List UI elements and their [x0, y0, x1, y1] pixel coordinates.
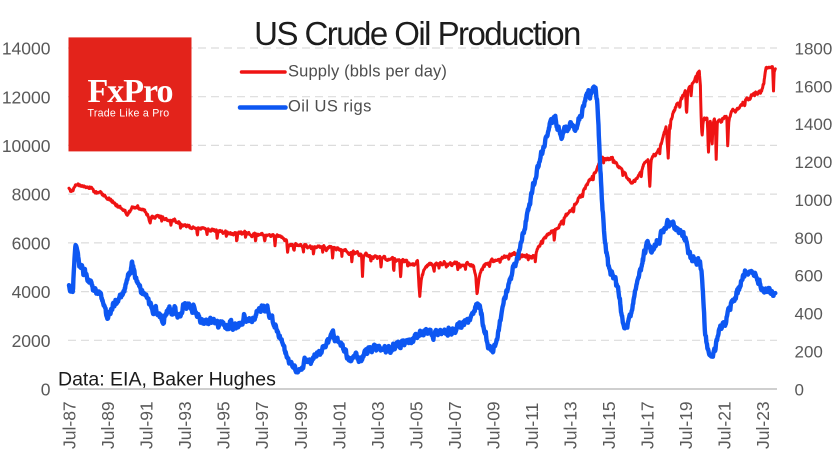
svg-text:Jul-11: Jul-11 — [522, 403, 542, 449]
svg-text:US Crude Oil Production: US Crude Oil Production — [254, 15, 580, 52]
svg-text:200: 200 — [795, 343, 823, 362]
svg-text:Jul-93: Jul-93 — [175, 401, 195, 449]
svg-text:Data: EIA, Baker Hughes: Data: EIA, Baker Hughes — [58, 369, 276, 391]
svg-text:2000: 2000 — [12, 331, 51, 351]
svg-text:10000: 10000 — [2, 136, 51, 156]
svg-text:Jul-17: Jul-17 — [638, 401, 658, 449]
svg-text:Jul-19: Jul-19 — [676, 401, 696, 449]
svg-text:Jul-15: Jul-15 — [599, 401, 619, 449]
svg-text:1200: 1200 — [795, 153, 833, 172]
svg-text:1000: 1000 — [795, 191, 833, 210]
svg-text:1400: 1400 — [795, 115, 833, 134]
svg-text:Jul-01: Jul-01 — [329, 401, 349, 449]
svg-text:FxPro: FxPro — [87, 73, 172, 110]
svg-text:Jul-07: Jul-07 — [445, 401, 465, 449]
svg-text:6000: 6000 — [12, 234, 51, 254]
svg-text:Jul-99: Jul-99 — [291, 401, 311, 449]
svg-text:Jul-89: Jul-89 — [98, 401, 118, 449]
svg-text:14000: 14000 — [2, 39, 51, 59]
svg-text:Supply (bbls per day): Supply (bbls per day) — [288, 63, 447, 81]
svg-text:0: 0 — [795, 380, 804, 399]
svg-text:Jul-97: Jul-97 — [252, 401, 272, 449]
svg-text:800: 800 — [795, 229, 823, 248]
svg-text:Jul-87: Jul-87 — [60, 401, 80, 449]
svg-text:Jul-21: Jul-21 — [715, 401, 735, 449]
svg-text:1600: 1600 — [795, 77, 833, 96]
svg-text:1800: 1800 — [795, 39, 833, 58]
svg-text:Jul-95: Jul-95 — [214, 401, 234, 449]
svg-text:Jul-03: Jul-03 — [368, 401, 388, 449]
svg-text:Jul-91: Jul-91 — [137, 401, 157, 449]
svg-text:600: 600 — [795, 267, 823, 286]
svg-text:Jul-23: Jul-23 — [753, 401, 773, 449]
svg-text:0: 0 — [41, 380, 51, 400]
svg-text:Trade Like a Pro: Trade Like a Pro — [88, 108, 170, 120]
svg-text:400: 400 — [795, 305, 823, 324]
svg-text:Oil US rigs: Oil US rigs — [288, 98, 372, 116]
svg-text:Jul-05: Jul-05 — [406, 401, 426, 449]
svg-text:8000: 8000 — [12, 185, 51, 205]
svg-text:Jul-09: Jul-09 — [483, 401, 503, 449]
svg-text:4000: 4000 — [12, 282, 51, 302]
svg-text:12000: 12000 — [2, 87, 51, 107]
svg-text:Jul-13: Jul-13 — [561, 401, 581, 449]
